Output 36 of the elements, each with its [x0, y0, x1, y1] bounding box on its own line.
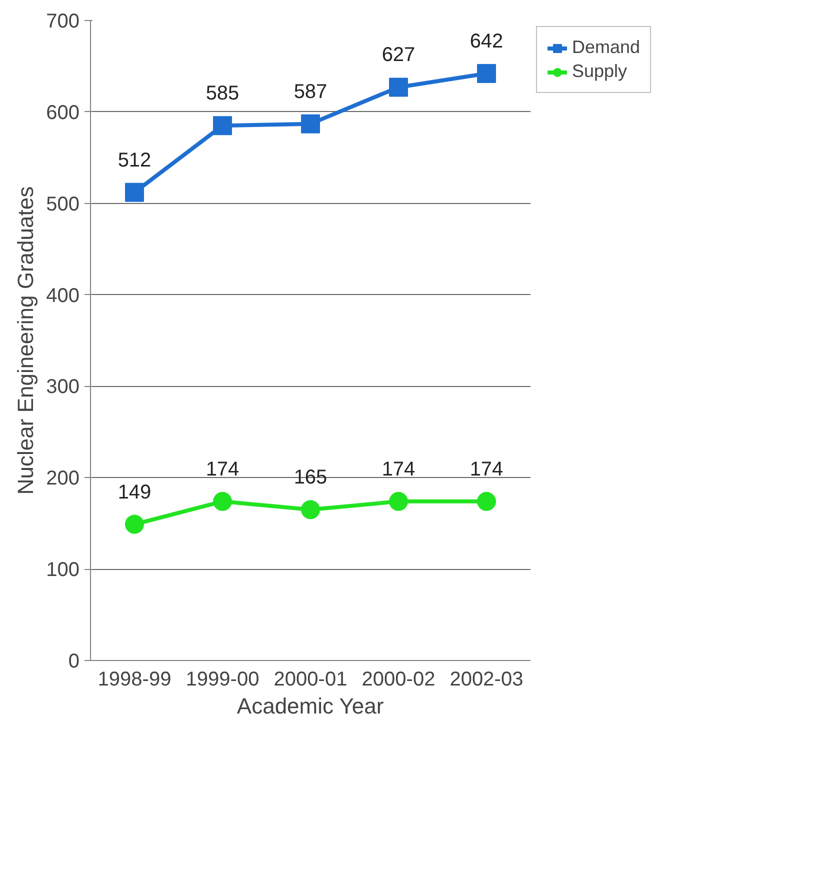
- y-tick-label: 600: [46, 102, 80, 124]
- y-tick-label: 400: [46, 284, 80, 307]
- data-label: 642: [470, 30, 504, 53]
- data-label: 174: [382, 458, 416, 480]
- data-label: 174: [470, 458, 504, 480]
- x-axis-title: Academic Year: [236, 694, 384, 718]
- x-tick-label: 1999-00: [186, 668, 260, 690]
- point: [125, 182, 144, 202]
- y-tick-label: 300: [46, 376, 80, 398]
- x-tick-label: 2000-02: [362, 668, 436, 690]
- legend-label: Supply: [572, 61, 628, 82]
- y-tick-label: 0: [68, 650, 80, 672]
- y-tick-label: 700: [46, 10, 80, 32]
- point: [389, 492, 408, 511]
- data-label: 149: [118, 481, 152, 504]
- point: [477, 492, 496, 511]
- point: [301, 500, 320, 520]
- y-tick-label: 100: [46, 559, 80, 582]
- y-tick-label: 500: [46, 193, 80, 216]
- point: [477, 64, 496, 84]
- data-label: 512: [118, 149, 152, 172]
- point: [125, 514, 144, 534]
- data-label: 627: [382, 44, 416, 66]
- data-label: 174: [206, 458, 240, 480]
- x-tick-label: 1998-99: [98, 668, 172, 690]
- y-axis-title: Nuclear Engineering Graduates: [13, 186, 38, 495]
- data-label: 587: [294, 80, 328, 103]
- legend-label: Demand: [572, 37, 640, 58]
- point: [389, 78, 408, 97]
- y-tick-label: 200: [46, 468, 80, 490]
- data-label: 585: [206, 82, 240, 105]
- point: [301, 114, 320, 134]
- point: [213, 116, 232, 136]
- x-tick-label: 2000-01: [274, 668, 348, 690]
- point: [213, 492, 232, 511]
- x-tick-label: 2002-03: [450, 668, 524, 690]
